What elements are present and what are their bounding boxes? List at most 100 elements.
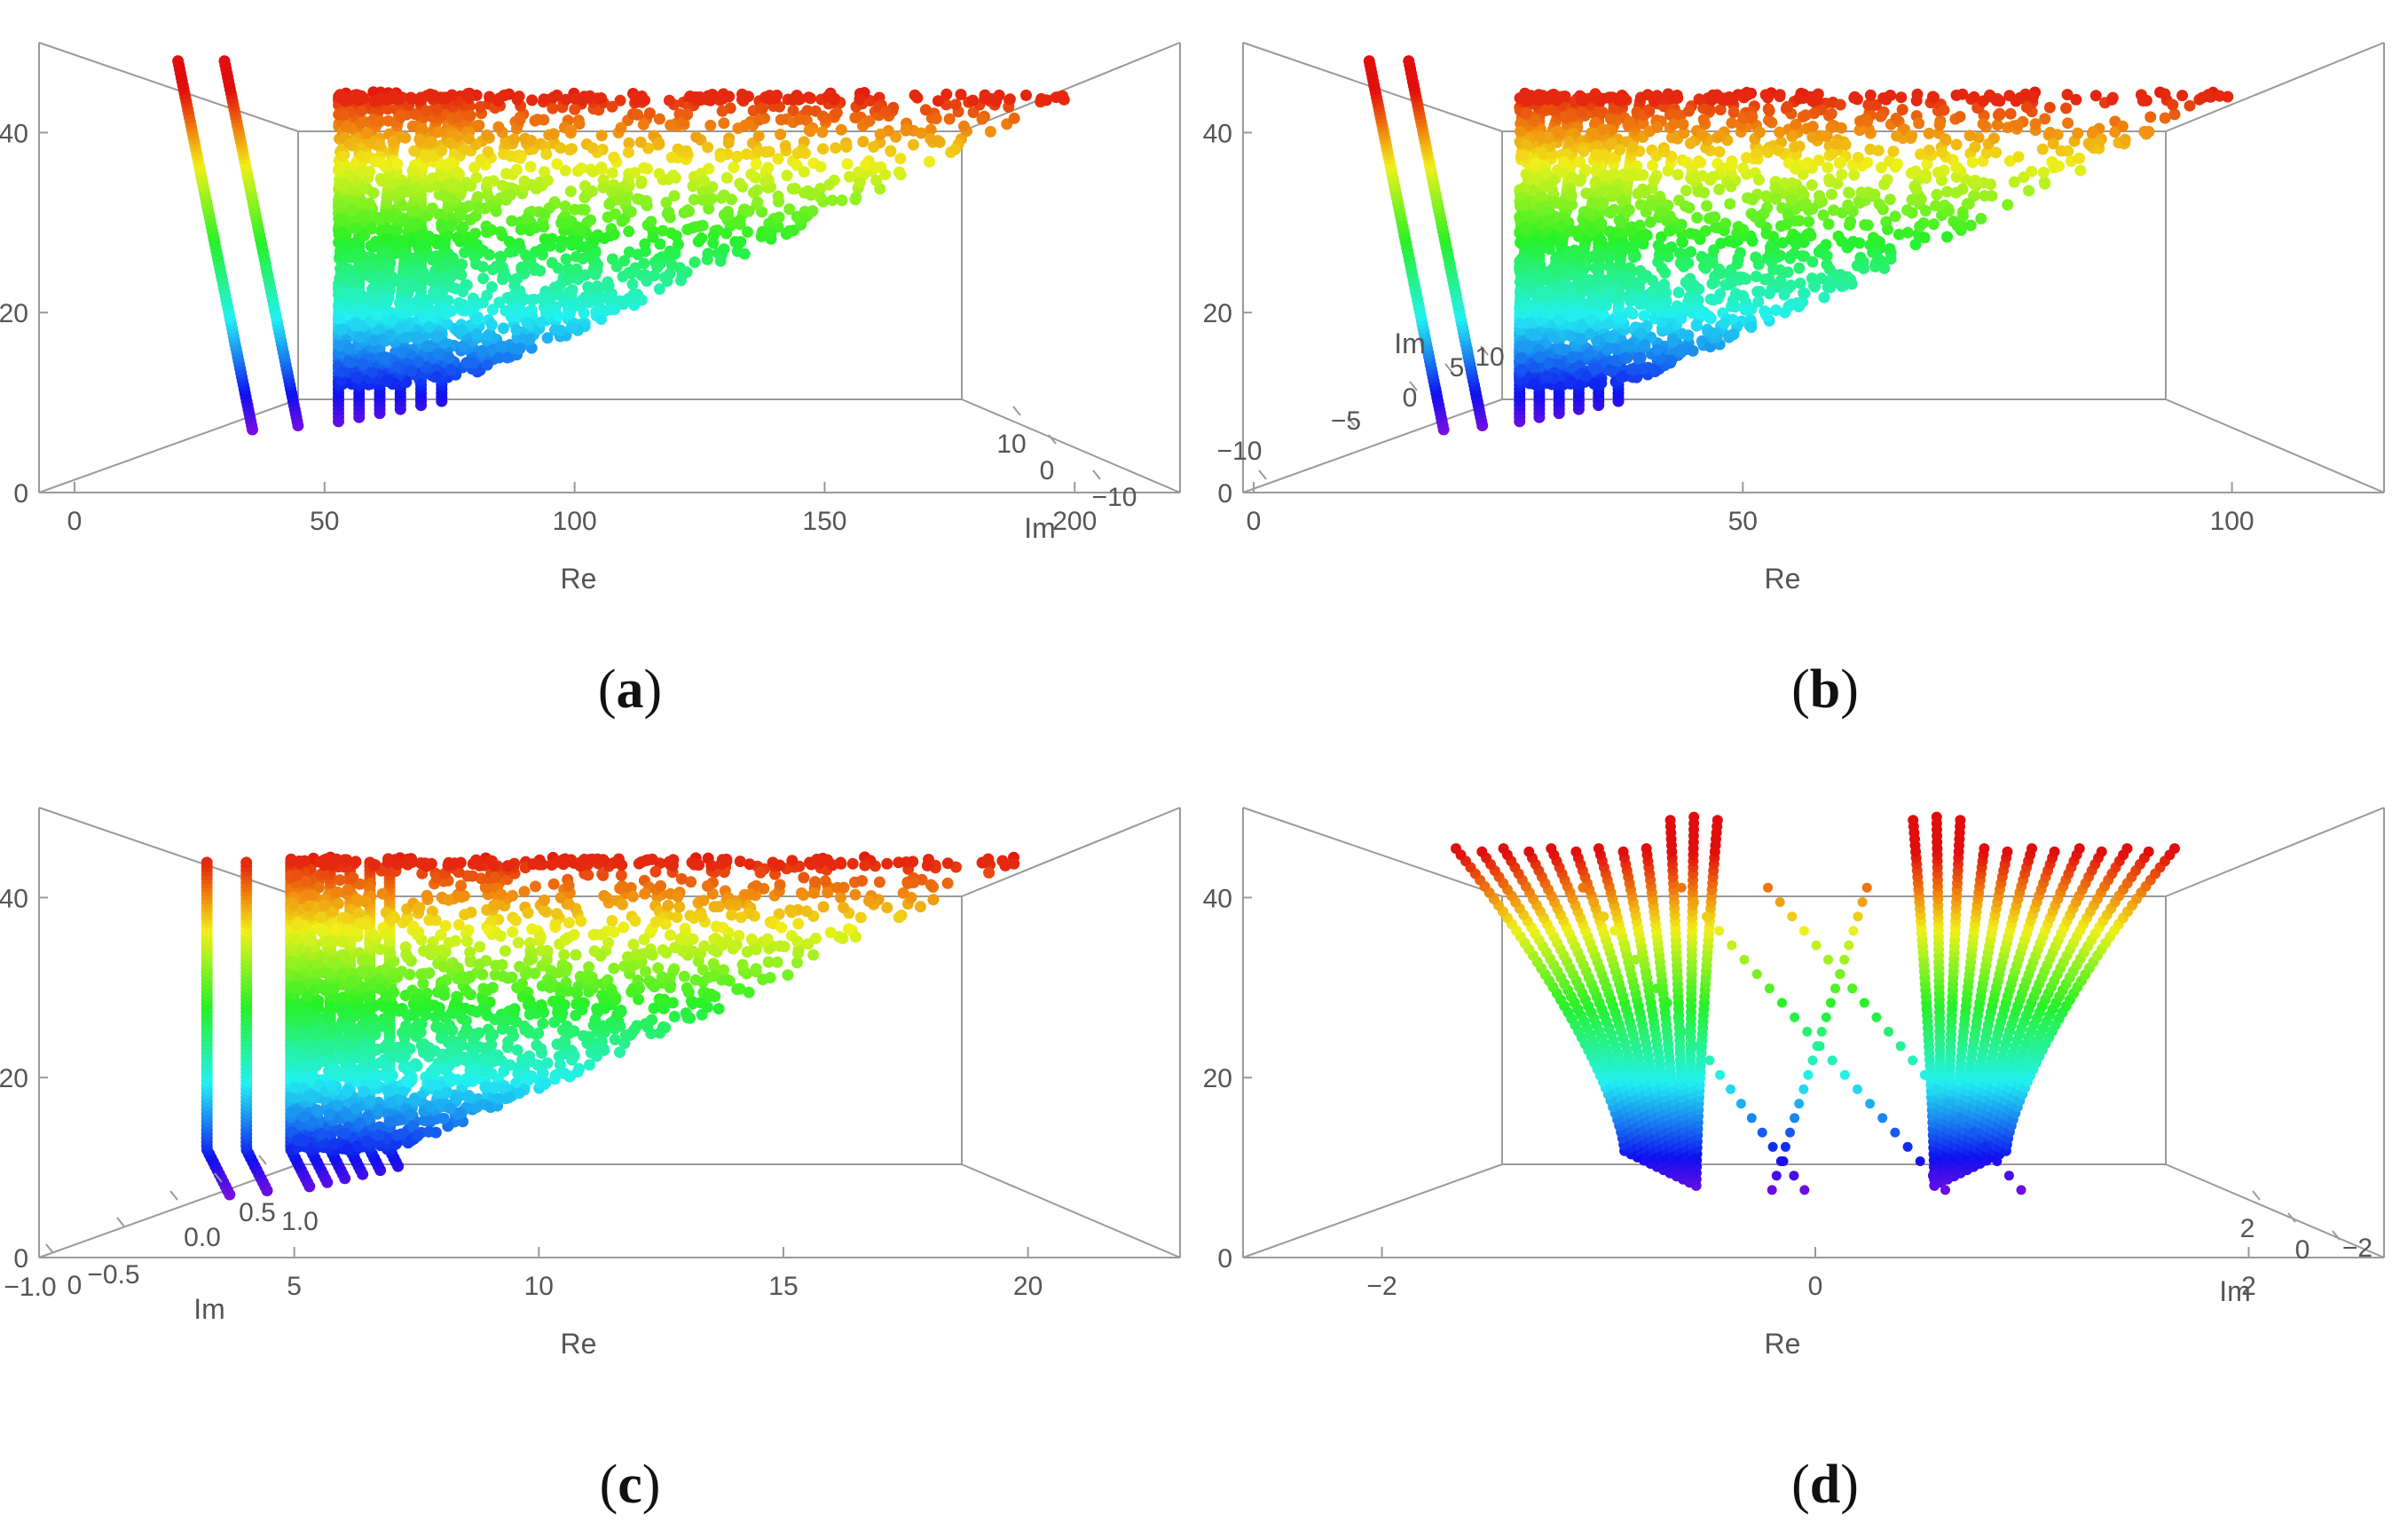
data-point	[1821, 258, 1833, 271]
data-point	[506, 215, 518, 227]
data-point	[1514, 276, 1526, 288]
data-point	[697, 194, 709, 207]
data-point	[1938, 104, 1950, 116]
data-point	[823, 178, 836, 191]
data-point	[1699, 225, 1712, 237]
data-point	[1822, 162, 1834, 174]
data-point	[1677, 118, 1689, 130]
data-point	[641, 275, 653, 288]
data-point	[657, 225, 669, 237]
data-point	[748, 186, 759, 199]
data-point	[369, 95, 382, 107]
data-point	[343, 343, 356, 355]
data-point	[1923, 127, 1935, 139]
data-point	[1663, 242, 1675, 255]
data-point	[333, 300, 344, 312]
data-point	[560, 253, 572, 265]
data-point	[1516, 340, 1529, 352]
data-point	[1628, 294, 1641, 305]
data-point	[337, 92, 350, 104]
data-point	[814, 161, 827, 173]
data-point	[2087, 126, 2099, 138]
data-point	[830, 106, 843, 119]
data-point	[1595, 217, 1608, 230]
data-point	[715, 91, 728, 103]
data-point	[1566, 199, 1578, 211]
data-point	[496, 261, 508, 273]
data-point	[651, 261, 664, 273]
data-point	[514, 152, 526, 164]
data-point	[836, 194, 848, 207]
data-point	[870, 162, 882, 174]
data-point	[1666, 335, 1679, 348]
data-point	[1821, 130, 1833, 143]
data-point	[702, 248, 714, 260]
data-point	[1654, 300, 1666, 312]
data-point	[943, 113, 956, 125]
data-point	[672, 239, 684, 250]
data-point	[336, 225, 349, 238]
data-point	[753, 114, 766, 126]
data-point	[439, 160, 452, 172]
data-point	[665, 119, 677, 131]
data-point	[1683, 290, 1696, 303]
data-point	[356, 261, 368, 272]
data-point	[538, 114, 550, 126]
data-point	[606, 253, 618, 265]
data-point	[334, 340, 346, 352]
data-point	[335, 323, 348, 335]
data-point	[470, 171, 483, 184]
data-point	[1813, 154, 1825, 167]
data-point	[1825, 122, 1837, 134]
data-point	[399, 248, 412, 260]
x-tick-label: 50	[310, 507, 339, 536]
data-point	[366, 223, 378, 235]
data-point	[1753, 126, 1766, 138]
data-point	[605, 304, 618, 316]
data-point	[437, 237, 450, 248]
data-point	[1749, 210, 1761, 223]
data-point	[476, 244, 489, 256]
data-point	[665, 151, 678, 163]
data-point	[482, 146, 494, 158]
data-point	[405, 365, 418, 377]
data-point	[337, 109, 350, 121]
data-point	[733, 238, 745, 250]
data-point	[335, 366, 348, 378]
data-point	[1936, 146, 1948, 159]
data-point	[586, 142, 599, 154]
data-point	[406, 279, 419, 291]
data-point	[843, 170, 855, 183]
data-point	[409, 206, 421, 218]
data-point	[1941, 185, 1954, 198]
data-point	[850, 192, 862, 203]
data-point	[383, 224, 396, 236]
data-point	[470, 327, 483, 340]
data-point	[1969, 141, 1981, 154]
data-point	[357, 358, 369, 370]
data-point	[485, 319, 498, 331]
data-point	[452, 296, 465, 309]
data-point	[571, 221, 584, 233]
data-point	[1665, 354, 1678, 367]
data-point	[367, 187, 380, 199]
data-point	[1676, 235, 1688, 248]
data-point	[1990, 146, 2003, 159]
data-point	[500, 271, 512, 283]
data-point	[392, 360, 405, 373]
data-point	[500, 168, 512, 180]
data-point	[1714, 104, 1727, 116]
data-point	[870, 174, 883, 186]
data-point	[1739, 304, 1751, 316]
data-point	[1848, 169, 1861, 181]
data-point	[595, 130, 608, 142]
data-point	[684, 91, 696, 102]
data-point	[722, 137, 735, 149]
data-point	[374, 324, 386, 336]
data-point	[2044, 126, 2057, 138]
data-point	[1560, 280, 1572, 293]
data-point	[730, 217, 743, 229]
data-point	[418, 240, 430, 252]
data-point	[548, 281, 561, 294]
data-point	[1834, 99, 1846, 111]
